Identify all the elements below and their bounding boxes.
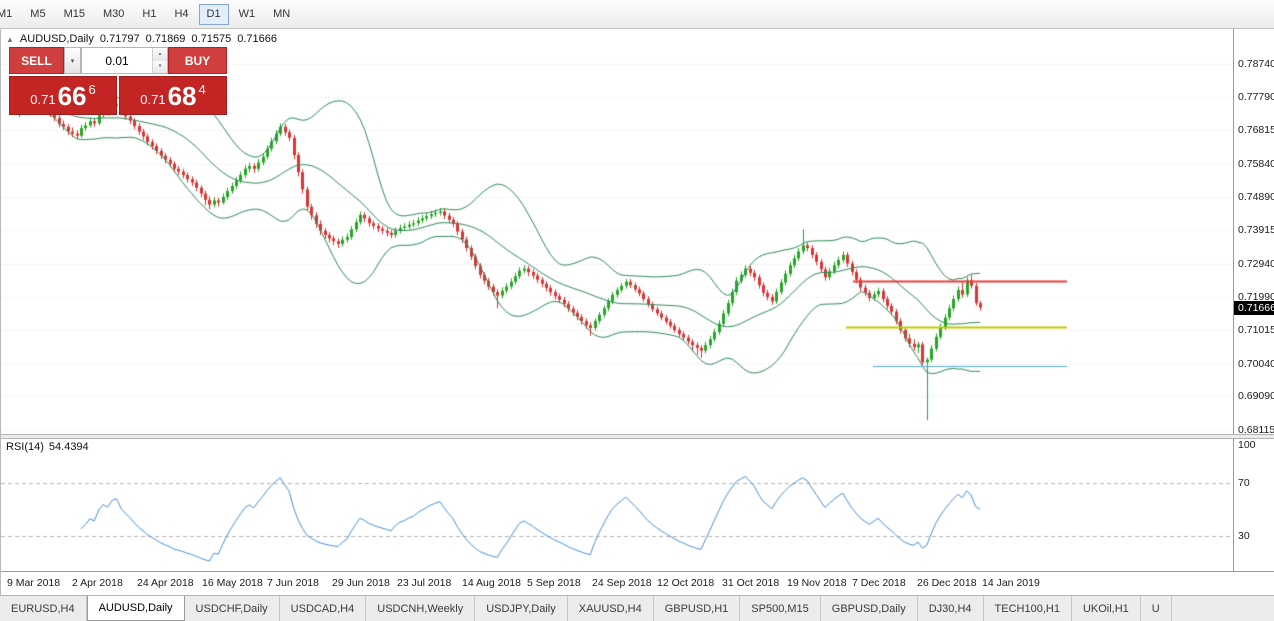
volume-decrease-button[interactable]: ▾ [153,60,167,73]
chart-tab-AUDUSD-Daily[interactable]: AUDUSD,Daily [86,596,185,621]
chart-tab-USDCAD-H4[interactable]: USDCAD,H4 [280,596,367,621]
date-axis-label: 5 Sep 2018 [527,577,581,589]
rsi-axis[interactable]: 100 70 30 [1234,439,1274,571]
price-axis-label: 0.73915 [1238,224,1274,237]
rsi-indicator-value: 54.4394 [48,441,89,453]
price-axis-label: 0.75840 [1238,157,1274,170]
chart-tab-USDCNH-Weekly[interactable]: USDCNH,Weekly [366,596,476,621]
buy-price-tile[interactable]: 0.71 68 4 [119,76,227,115]
date-axis-label: 14 Jan 2019 [982,577,1040,589]
date-axis-label: 12 Oct 2018 [657,577,715,589]
rsi-axis-label: 30 [1238,529,1250,542]
timeframe-button-W1[interactable]: W1 [231,4,264,25]
chart-tab-USDJPY-Daily[interactable]: USDJPY,Daily [475,596,568,621]
timeframe-toolbar: M1M5M15M30H1H4D1W1MN [0,0,1274,29]
chart-tab-TECH100-H1[interactable]: TECH100,H1 [984,596,1072,621]
rsi-axis-label: 100 [1238,439,1256,451]
chart-tab-GBPUSD-Daily[interactable]: GBPUSD,Daily [821,596,918,621]
current-price-badge: 0.71666 [1234,300,1274,315]
price-axis[interactable]: 0.71666 0.78740 0.77790 0.76815 0.75840 0.74… [1234,29,1274,437]
date-axis-label: 24 Sep 2018 [592,577,652,589]
right-axis-column: 0.71666 0.78740 0.77790 0.76815 0.75840 0.74… [1233,29,1274,571]
chart-symbol-period: AUDUSD,Daily [19,33,94,45]
price-axis-label: 0.77790 [1238,90,1274,103]
price-axis-label: 0.71990 [1238,290,1274,303]
sell-price-point: 6 [88,81,96,97]
date-axis-label: 31 Oct 2018 [722,577,780,589]
date-axis-label: 2 Apr 2018 [72,577,123,589]
chart-header: ▲ AUDUSD,Daily 0.71797 0.71869 0.71575 0… [6,33,277,45]
price-pane: ▲ AUDUSD,Daily 0.71797 0.71869 0.71575 0… [1,29,1233,434]
chart-tab-USDCHF-Daily[interactable]: USDCHF,Daily [185,596,280,621]
date-axis-label: 14 Aug 2018 [462,577,521,589]
date-axis[interactable]: 9 Mar 2018 2 Apr 2018 24 Apr 2018 16 May 20… [1,571,1274,595]
rsi-axis-label: 70 [1238,476,1250,489]
chart-tab-DJ30-H4[interactable]: DJ30,H4 [918,596,984,621]
volume-spinner: ▴ ▾ [152,48,167,73]
timeframe-button-MN[interactable]: MN [265,4,298,25]
price-axis-label: 0.70040 [1238,357,1274,370]
timeframe-button-D1[interactable]: D1 [198,3,229,25]
price-axis-label: 0.72940 [1238,257,1274,270]
rsi-indicator-name: RSI(14) [6,441,44,453]
price-axis-label: 0.74890 [1238,190,1274,203]
trade-controls-row: SELL ▾ ▴ ▾ BUY [9,47,227,74]
timeframe-button-H4[interactable]: H4 [166,4,196,25]
timeframe-button-H1[interactable]: H1 [134,4,164,25]
volume-input[interactable] [82,48,152,73]
rsi-indicator-canvas[interactable] [1,439,1233,571]
chart-tab-SP500-M15[interactable]: SP500,M15 [740,596,821,621]
date-axis-label: 7 Jun 2018 [267,577,319,589]
one-click-trading-panel: SELL ▾ ▴ ▾ BUY 0.71 66 6 [9,47,227,115]
timeframe-button-M15[interactable]: M15 [56,4,93,25]
timeframe-button-M5[interactable]: M5 [22,4,53,25]
chart-tab-XAUUSD-H4[interactable]: XAUUSD,H4 [568,596,654,621]
chevron-down-icon: ▾ [70,57,75,65]
date-axis-label: 19 Nov 2018 [787,577,847,589]
timeframe-button-M1[interactable]: M1 [0,4,20,25]
timeframe-button-M30[interactable]: M30 [95,4,132,25]
chart-window: ▲ AUDUSD,Daily 0.71797 0.71869 0.71575 0… [0,29,1274,595]
date-axis-label: 16 May 2018 [202,577,263,589]
rsi-label: RSI(14) 54.4394 [6,441,89,453]
chart-tab-U[interactable]: U [1141,596,1172,621]
chart-tab-bar: EURUSD,H4 AUDUSD,Daily USDCHF,Daily USDCAD,… [0,595,1274,621]
buy-button[interactable]: BUY [168,47,227,74]
chart-tab-UKOil-H1[interactable]: UKOil,H1 [1072,596,1141,621]
sell-button[interactable]: SELL [9,47,64,74]
sell-price-pips: 66 [57,80,87,111]
date-axis-label: 9 Mar 2018 [7,577,61,589]
date-axis-label: 7 Dec 2018 [852,577,906,589]
ohlc-high: 0.71869 [145,33,186,45]
volume-field: ▴ ▾ [81,47,168,74]
sell-price-prefix: 0.71 [30,92,56,107]
chart-shift-marker-icon[interactable]: ▲ [6,34,14,44]
ohlc-low: 0.71575 [191,33,232,45]
price-axis-label: 0.71015 [1238,324,1274,337]
buy-price-prefix: 0.71 [140,92,166,107]
price-axis-label: 0.68115 [1238,424,1274,437]
volume-dropdown-button[interactable]: ▾ [64,47,81,74]
price-axis-label: 0.69090 [1238,390,1274,403]
date-axis-label: 24 Apr 2018 [137,577,194,589]
price-axis-label: 0.78740 [1238,58,1274,71]
pane-splitter[interactable] [1,434,1274,439]
chart-tab-EURUSD-H4[interactable]: EURUSD,H4 [0,596,87,621]
sell-price-tile[interactable]: 0.71 66 6 [9,76,117,115]
price-axis-label: 0.76815 [1238,124,1274,137]
chart-tab-GBPUSD-H1[interactable]: GBPUSD,H1 [654,596,741,621]
date-axis-label: 26 Dec 2018 [917,577,977,589]
ohlc-open: 0.71797 [99,33,140,45]
volume-increase-button[interactable]: ▴ [153,48,167,61]
date-axis-label: 29 Jun 2018 [332,577,390,589]
buy-price-pips: 68 [167,80,197,111]
trade-price-tiles: 0.71 66 6 0.71 68 4 [9,76,227,115]
rsi-pane: RSI(14) 54.4394 [1,439,1233,571]
ohlc-close: 0.71666 [237,33,277,45]
buy-price-point: 4 [198,81,206,97]
date-axis-label: 23 Jul 2018 [397,577,452,589]
